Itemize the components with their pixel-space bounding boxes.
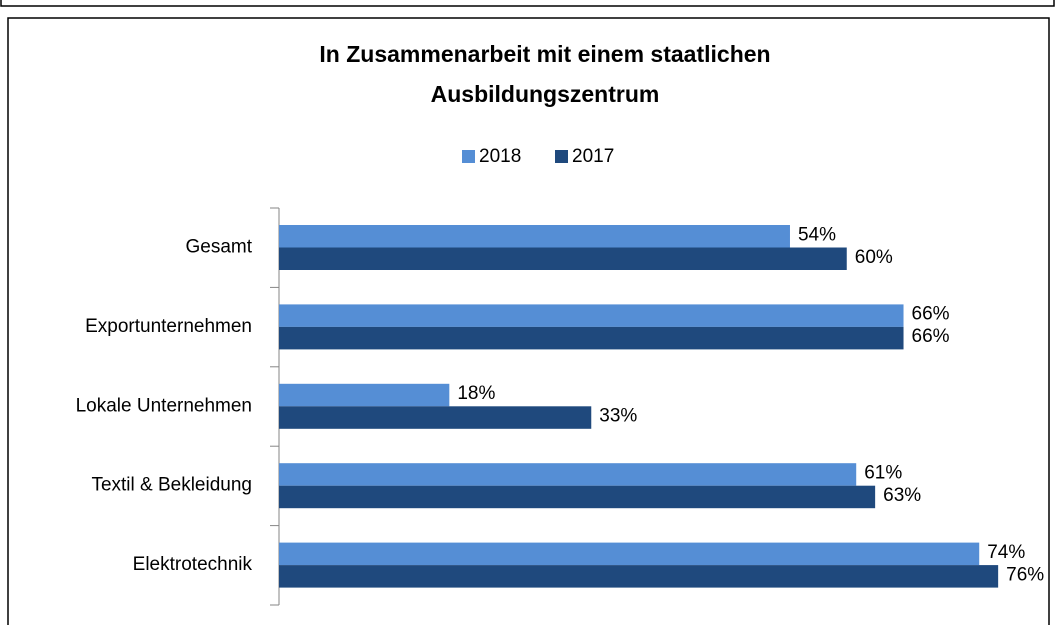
bar <box>279 304 904 327</box>
bar <box>279 247 847 270</box>
value-label: 33% <box>599 406 637 427</box>
value-label: 54% <box>798 224 836 245</box>
y-tick-label: Elektrotechnik <box>133 554 253 575</box>
legend-label: 2018 <box>479 146 521 167</box>
legend-swatch <box>555 150 568 163</box>
y-tick-label: Exportunternehmen <box>85 316 252 337</box>
legend-label: 2017 <box>572 146 614 167</box>
bar <box>279 406 592 429</box>
chart-frame <box>7 17 1050 625</box>
value-label: 60% <box>855 247 893 268</box>
chart-title: In Zusammenarbeit mit einem staatlichen <box>319 41 770 67</box>
bar <box>279 225 790 248</box>
bar <box>279 485 876 509</box>
value-label: 18% <box>457 383 495 404</box>
frame-top <box>0 0 1055 7</box>
value-label: 66% <box>912 326 950 347</box>
value-label: 63% <box>883 485 921 506</box>
legend-swatch <box>462 150 475 163</box>
bar <box>279 542 980 566</box>
y-tick-label: Textil & Bekleidung <box>91 475 252 496</box>
value-label: 66% <box>912 304 950 325</box>
bar <box>279 383 450 407</box>
bar <box>279 565 999 588</box>
bar <box>279 463 857 486</box>
value-label: 76% <box>1006 564 1044 585</box>
value-label: 74% <box>987 542 1025 563</box>
bar <box>279 326 904 350</box>
y-tick-label: Lokale Unternehmen <box>76 395 252 416</box>
value-label: 61% <box>864 462 902 483</box>
chart-title: Ausbildungszentrum <box>431 81 660 107</box>
y-tick-label: Gesamt <box>185 237 252 258</box>
